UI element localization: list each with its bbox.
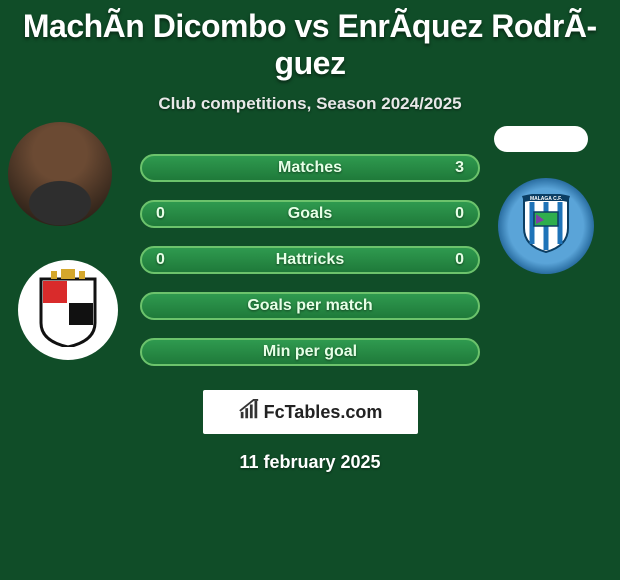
stat-label: Goals per match [247, 297, 372, 315]
stat-left-value: 0 [156, 205, 165, 223]
player-left-avatar [8, 122, 112, 226]
stats-table: Matches 3 0 Goals 0 0 Hattricks 0 Goals … [140, 154, 480, 366]
stat-label: Min per goal [263, 343, 357, 361]
svg-text:MALAGA C.F.: MALAGA C.F. [530, 196, 563, 202]
stat-row: Matches 3 [140, 154, 480, 182]
date-text: 11 february 2025 [0, 452, 620, 473]
stat-row: Min per goal [140, 338, 480, 366]
branding-badge: FcTables.com [203, 390, 418, 434]
player-right-placeholder [494, 126, 588, 152]
malaga-crest-icon: MALAGA C.F. [516, 194, 576, 259]
stat-right-value: 3 [455, 159, 464, 177]
stat-row: Goals per match [140, 292, 480, 320]
stat-row: 0 Goals 0 [140, 200, 480, 228]
stat-right-value: 0 [455, 205, 464, 223]
club-left-badge [18, 260, 118, 360]
stat-right-value: 0 [455, 251, 464, 269]
cartagena-crest-icon [37, 269, 99, 352]
subtitle: Club competitions, Season 2024/2025 [0, 94, 620, 114]
stat-label: Goals [288, 205, 332, 223]
stat-label: Matches [278, 159, 342, 177]
chart-icon [238, 399, 260, 426]
branding-text: FcTables.com [264, 402, 383, 423]
stat-label: Hattricks [276, 251, 344, 269]
stat-left-value: 0 [156, 251, 165, 269]
page-title: MachÃ­n Dicombo vs EnrÃ­quez RodrÃ­guez [0, 0, 620, 82]
club-right-badge: MALAGA C.F. [498, 178, 594, 274]
stat-row: 0 Hattricks 0 [140, 246, 480, 274]
